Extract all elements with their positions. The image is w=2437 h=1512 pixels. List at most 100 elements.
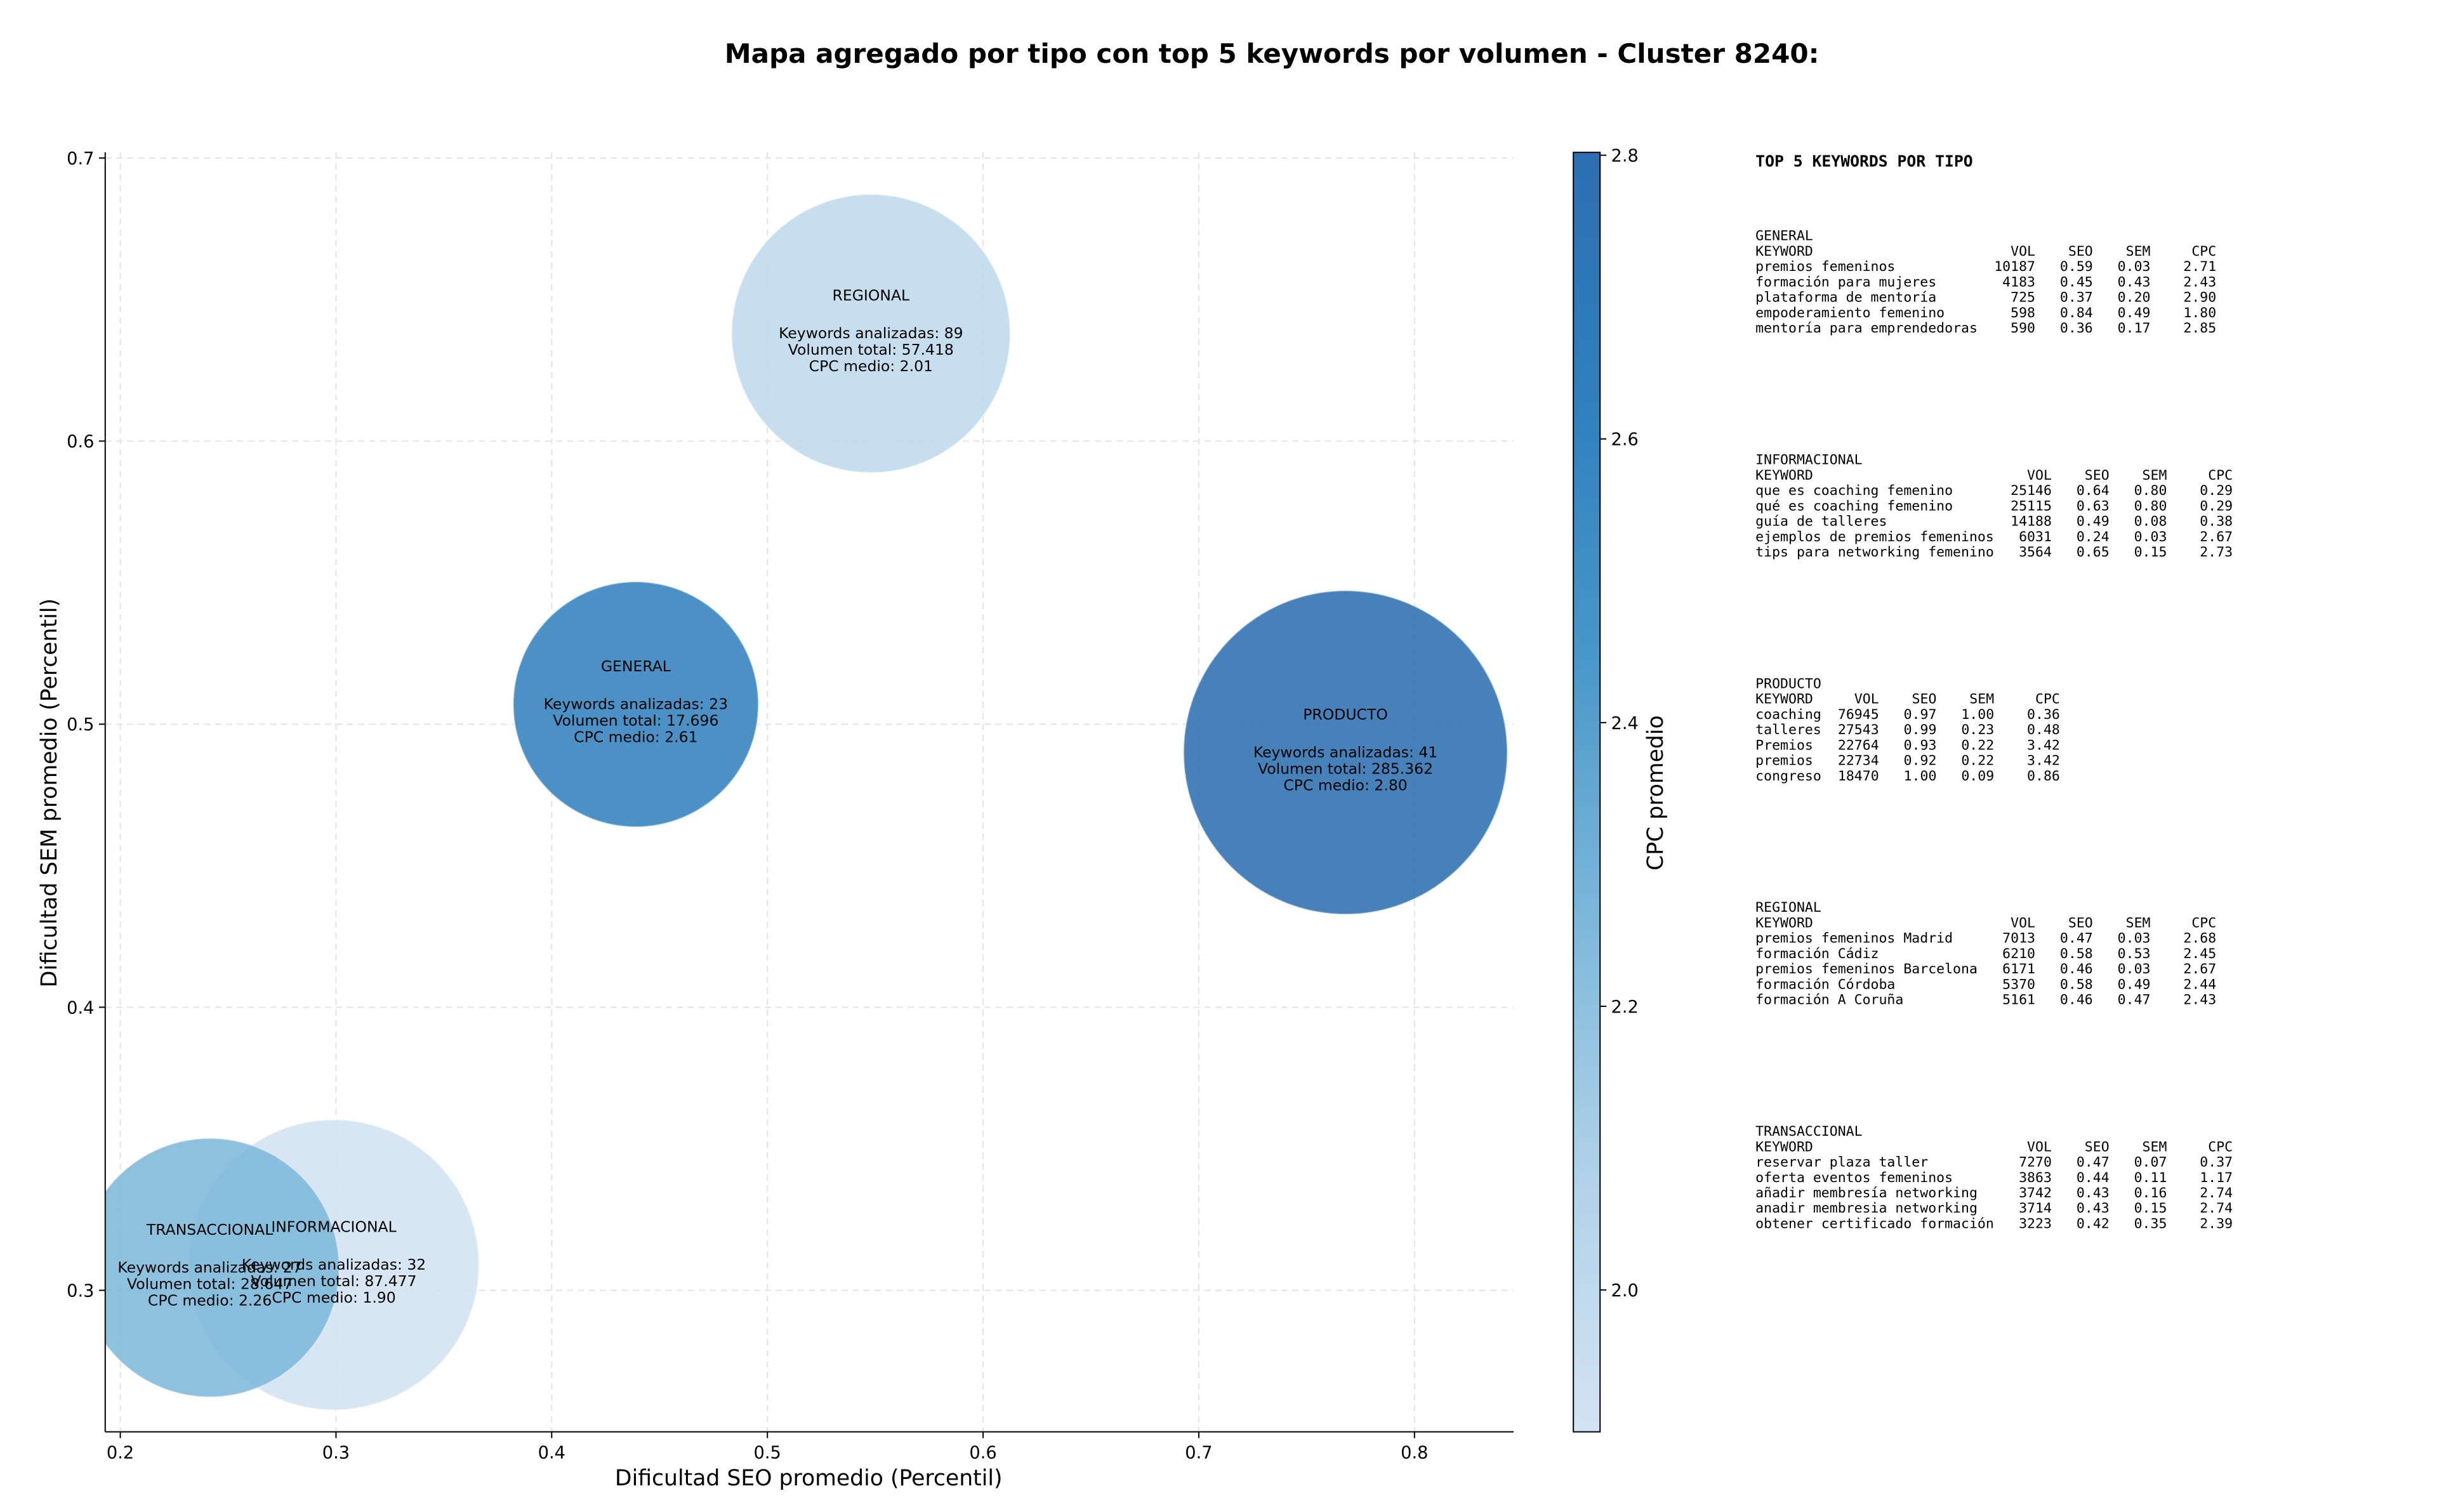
y-tick-label: 0.6 <box>67 432 94 452</box>
column-header: SEM <box>2126 244 2151 260</box>
column-header: SEO <box>2068 915 2093 931</box>
table-cell: 0.35 <box>2134 1216 2167 1232</box>
column-header: VOL <box>2027 1139 2052 1155</box>
bubble-label: CPC medio: 2.01 <box>809 357 933 375</box>
bubble <box>1182 589 1509 916</box>
table-cell: 0.99 <box>1904 722 1937 738</box>
table-cell: qué es coaching femenino <box>1755 498 1953 514</box>
table-cell: que es coaching femenino <box>1755 483 1953 499</box>
column-header: VOL <box>2011 915 2035 931</box>
colorbar-tick-label: 2.2 <box>1611 997 1639 1017</box>
table-cell: 10187 <box>1994 259 2035 275</box>
table-cell: 0.29 <box>2200 483 2233 499</box>
table-cell: 1.00 <box>1961 707 1994 723</box>
table-cell: 0.97 <box>1904 707 1937 723</box>
x-tick-label: 0.8 <box>1401 1443 1428 1463</box>
column-header: CPC <box>2208 1139 2233 1155</box>
table-cell: 25146 <box>2011 483 2052 499</box>
table-cell: 0.92 <box>1904 753 1937 769</box>
column-header: SEO <box>2068 244 2093 260</box>
x-tick-label: 0.4 <box>538 1443 565 1463</box>
bubbles <box>105 194 1509 1411</box>
table-cell: premios <box>1755 753 1813 769</box>
column-header: SEO <box>2085 468 2110 483</box>
bubble <box>105 1137 340 1398</box>
table-cell: 0.37 <box>2060 290 2093 306</box>
table-cell: 2.43 <box>2183 274 2216 290</box>
table-cell: 0.46 <box>2060 992 2093 1008</box>
table-cell: 76945 <box>1838 707 1879 723</box>
table-cell: 0.16 <box>2134 1185 2167 1201</box>
table-cell: 0.46 <box>2060 961 2093 977</box>
table-cell: 18470 <box>1838 768 1879 784</box>
table-cell: 0.47 <box>2077 1155 2110 1171</box>
column-header: SEM <box>2143 1139 2167 1155</box>
table-cell: formación Cádiz <box>1755 946 1879 962</box>
table-cell: 7270 <box>2019 1155 2052 1171</box>
table-cell: tips para networking femenino <box>1755 544 1994 560</box>
table-cell: 0.22 <box>1961 753 1994 769</box>
bubble <box>512 581 760 828</box>
column-header: CPC <box>2191 244 2216 260</box>
table-cell: 0.93 <box>1904 737 1937 753</box>
table-cell: 0.49 <box>2118 976 2151 992</box>
bubble-label: Keywords analizadas: 23 <box>544 695 728 713</box>
table-cell: 0.47 <box>2060 931 2093 947</box>
table-cell: 6210 <box>2002 946 2035 962</box>
colorbar-tick-label: 2.4 <box>1611 714 1639 733</box>
table-cell: 0.15 <box>2134 1200 2167 1216</box>
table-cell: 0.43 <box>2118 274 2151 290</box>
table-cell: formación Córdoba <box>1755 976 1895 992</box>
table-cell: 3564 <box>2019 544 2052 560</box>
table-cell: 0.80 <box>2134 498 2167 514</box>
table-cell: premios femeninos Madrid <box>1755 931 1953 947</box>
y-axis-label: Dificultad SEM promedio (Percentil) <box>37 598 62 987</box>
bubble-label: REGIONAL <box>833 287 910 305</box>
table-cell: 0.38 <box>2200 514 2233 530</box>
table-cell: 0.22 <box>1961 737 1994 753</box>
table-cell: 0.86 <box>2027 768 2060 784</box>
table-cell: guía de talleres <box>1755 514 1887 530</box>
table-cell: ejemplos de premios femeninos <box>1755 529 1994 545</box>
table-cell: 0.15 <box>2134 544 2167 560</box>
section-title: REGIONAL <box>1755 900 1821 916</box>
table-cell: plataforma de mentoría <box>1755 290 1936 306</box>
table-cell: 590 <box>2011 320 2035 336</box>
x-tick-label: 0.5 <box>754 1443 781 1463</box>
table-cell: 2.74 <box>2200 1200 2233 1216</box>
x-tick-label: 0.2 <box>107 1443 134 1463</box>
table-cell: 0.47 <box>2118 992 2151 1008</box>
bubble-label: Volumen total: 28.647 <box>127 1275 293 1292</box>
table-cell: 0.49 <box>2118 305 2151 321</box>
bubble-label: Volumen total: 17.696 <box>553 712 718 730</box>
table-cell: 2.68 <box>2183 931 2216 947</box>
table-cell: 0.29 <box>2200 498 2233 514</box>
table-cell: premios femeninos <box>1755 259 1895 275</box>
table-cell: 2.74 <box>2200 1185 2233 1201</box>
section-title: PRODUCTO <box>1755 676 1821 692</box>
bubble-label: Keywords analizadas: 32 <box>242 1256 426 1273</box>
table-cell: 6171 <box>2002 961 2035 977</box>
table-cell: 0.17 <box>2118 320 2151 336</box>
table-cell: mentoría para emprendedoras <box>1755 320 1978 336</box>
y-tick-label: 0.7 <box>67 149 94 169</box>
column-header: CPC <box>2191 915 2216 931</box>
chart-title: Mapa agregado por tipo con top 5 keyword… <box>725 38 1819 69</box>
section-title: TRANSACCIONAL <box>1755 1124 1862 1140</box>
colorbar-tick-label: 2.0 <box>1611 1281 1639 1301</box>
table-cell: 0.84 <box>2060 305 2093 321</box>
table-cell: 2.67 <box>2183 961 2216 977</box>
table-cell: 1.80 <box>2183 305 2216 321</box>
colorbar <box>1573 152 1601 1433</box>
table-cell: añadir membresía networking <box>1755 1185 1978 1201</box>
column-header: KEYWORD <box>1755 915 1813 931</box>
column-header: KEYWORD <box>1755 468 1813 483</box>
table-cell: 0.80 <box>2134 483 2167 499</box>
table-cell: 22734 <box>1838 753 1879 769</box>
table-cell: 0.03 <box>2134 529 2167 545</box>
bubble-label: TRANSACCIONAL <box>146 1221 273 1239</box>
table-cell: 25115 <box>2011 498 2052 514</box>
table-cell: 3863 <box>2019 1170 2052 1186</box>
table-cell: 0.03 <box>2118 931 2151 947</box>
